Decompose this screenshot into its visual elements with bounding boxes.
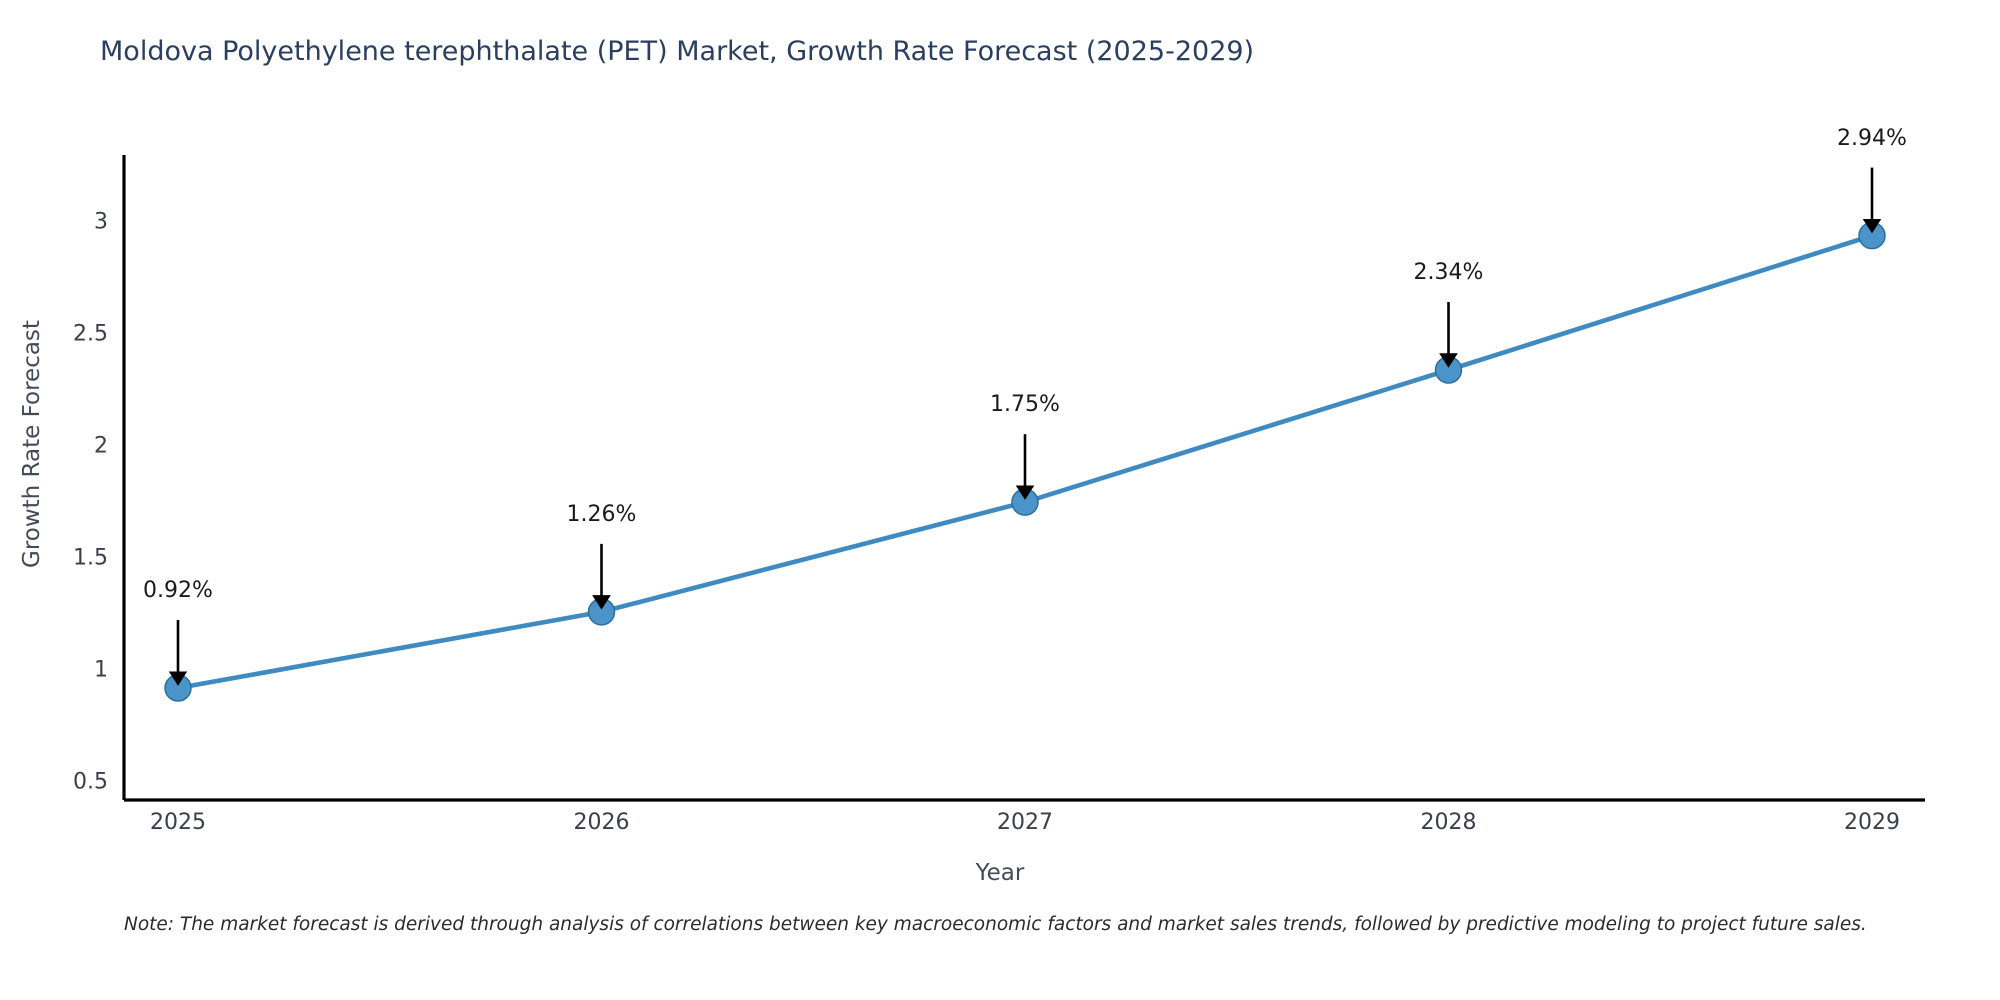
data-point-marker[interactable] bbox=[164, 674, 192, 702]
y-axis-tick-label: 3 bbox=[94, 209, 108, 235]
data-point-value-label: 2.34% bbox=[1413, 260, 1484, 285]
y-axis-tick-label: 2.5 bbox=[73, 321, 108, 347]
data-point-marker[interactable] bbox=[587, 598, 616, 626]
data-point-value-label: 1.75% bbox=[990, 392, 1060, 418]
chart-title: Moldova Polyethylene terephthalate (PET)… bbox=[100, 36, 1255, 67]
y-axis-tick-label: 0.5 bbox=[73, 769, 108, 795]
x-axis-title: Year bbox=[975, 860, 1025, 886]
annotation-arrows bbox=[168, 167, 1882, 686]
y-axis-title: Growth Rate Forecast bbox=[19, 320, 45, 568]
data-point-marker[interactable] bbox=[1434, 356, 1463, 384]
footnote: Note: The market forecast is derived thr… bbox=[124, 914, 1867, 935]
data-point-marker[interactable] bbox=[1858, 221, 1886, 250]
x-axis-tick-label: 2028 bbox=[1420, 810, 1477, 835]
x-axis-tick-label: 2025 bbox=[150, 810, 206, 835]
data-point-value-label: 1.26% bbox=[566, 501, 637, 527]
x-axis-tick-label: 2026 bbox=[573, 810, 630, 835]
y-axis-tick-label: 1 bbox=[94, 657, 108, 683]
data-point-marker[interactable] bbox=[1011, 488, 1039, 516]
x-axis-tick-label: 2029 bbox=[1844, 810, 1900, 835]
data-point-value-label: 0.92% bbox=[143, 578, 213, 604]
y-axis-tick-label: 2 bbox=[94, 433, 108, 459]
data-point-value-label: 2.94% bbox=[1837, 125, 1907, 151]
y-axis-tick-label: 1.5 bbox=[73, 545, 108, 571]
x-axis-tick-label: 2027 bbox=[997, 810, 1053, 835]
